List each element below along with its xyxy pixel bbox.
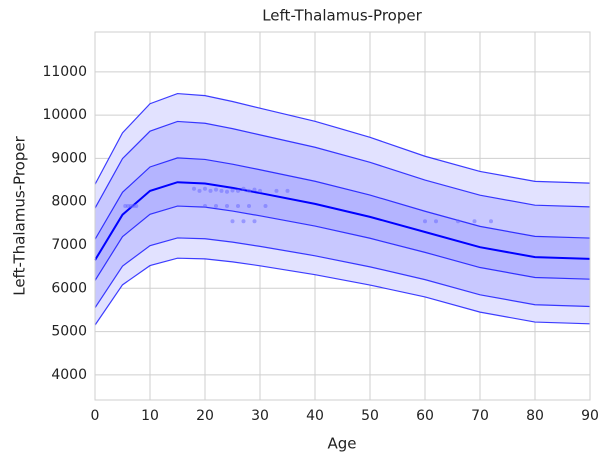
band <box>95 206 590 308</box>
data-point <box>230 219 235 224</box>
data-point <box>252 219 257 224</box>
y-tick-label: 5000 <box>51 324 87 340</box>
data-point <box>131 204 136 209</box>
data-point <box>225 189 229 194</box>
band <box>95 121 590 240</box>
y-tick-label: 4000 <box>51 367 87 383</box>
y-tick-label: 8000 <box>51 194 87 210</box>
data-point <box>247 204 251 209</box>
band <box>95 157 590 281</box>
y-tick-label: 11000 <box>42 64 87 80</box>
x-tick-label: 90 <box>581 408 599 424</box>
data-point <box>236 188 240 193</box>
y-tick-label: 6000 <box>51 280 87 296</box>
data-point <box>203 204 207 209</box>
band <box>95 237 590 326</box>
data-point <box>214 187 218 192</box>
data-point <box>423 219 427 224</box>
data-point <box>128 204 133 209</box>
plot-frame <box>94 31 591 401</box>
data-point <box>123 204 128 209</box>
data-point <box>134 204 139 209</box>
percentile-line <box>94 120 591 209</box>
percentile-line <box>94 181 591 261</box>
band <box>95 93 590 209</box>
percentile-line <box>94 157 591 240</box>
percentile-line <box>94 92 591 185</box>
data-point <box>219 188 224 193</box>
data-point <box>274 188 279 193</box>
data-point <box>241 219 246 224</box>
data-point <box>197 188 202 193</box>
data-point <box>236 204 240 209</box>
x-tick-label: 80 <box>526 408 544 424</box>
data-point <box>230 188 235 193</box>
x-tick-label: 30 <box>251 408 269 424</box>
data-point <box>208 188 213 193</box>
x-tick-label: 50 <box>361 408 379 424</box>
data-point <box>434 219 438 224</box>
x-tick-label: 10 <box>141 408 159 424</box>
y-tick-label: 9000 <box>51 150 87 166</box>
data-point <box>285 188 290 193</box>
y-tick-label: 10000 <box>42 107 87 123</box>
y-axis-label: Left-Thalamus-Proper <box>11 135 29 295</box>
data-point <box>241 186 246 191</box>
data-point <box>247 188 251 193</box>
data-point <box>126 204 130 209</box>
data-point <box>472 219 477 224</box>
chart-title: Left-Thalamus-Proper <box>262 7 422 25</box>
data-point <box>456 219 460 224</box>
x-tick-label: 40 <box>306 408 324 424</box>
percentile-line <box>94 205 591 281</box>
percentile-line <box>94 237 591 309</box>
x-tick-label: 0 <box>91 408 100 424</box>
data-point <box>263 204 268 209</box>
x-axis-label: Age <box>327 435 356 453</box>
x-tick-label: 60 <box>416 408 434 424</box>
data-point <box>214 204 218 209</box>
x-tick-label: 70 <box>471 408 489 424</box>
percentile-line <box>94 257 591 326</box>
data-point <box>203 186 207 191</box>
data-point <box>489 219 493 224</box>
data-point <box>225 204 229 209</box>
data-point <box>192 186 196 191</box>
data-point <box>258 188 262 193</box>
x-tick-label: 20 <box>196 408 214 424</box>
y-tick-label: 7000 <box>51 237 87 253</box>
data-point <box>252 187 257 192</box>
